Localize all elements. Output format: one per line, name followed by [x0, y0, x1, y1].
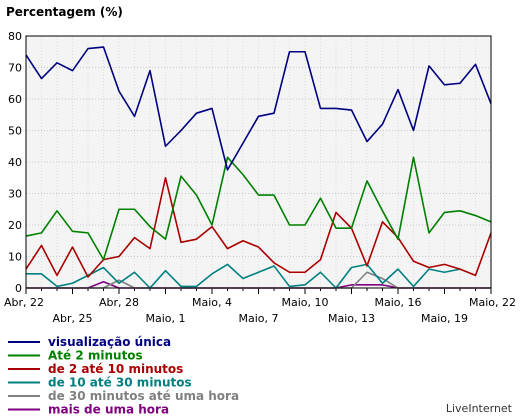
x-tick-label: Abr, 22 [4, 296, 44, 309]
x-tick-label: Abr, 28 [99, 296, 139, 309]
x-tick-label: Maio, 7 [238, 312, 278, 325]
credit-text: LiveInternet [446, 402, 513, 415]
legend-item: visualização única [8, 335, 171, 349]
x-tick-label: Maio, 4 [192, 296, 232, 309]
x-tick-label: Abr, 25 [52, 312, 92, 325]
y-tick-label: 40 [8, 156, 22, 169]
legend-label: de 10 até 30 minutos [48, 376, 192, 390]
y-tick-label: 60 [8, 93, 22, 106]
y-tick-label: 50 [8, 125, 22, 138]
series-line-visualizacao-unica [25, 46, 492, 171]
x-tick-label: Maio, 22 [469, 296, 516, 309]
legend-item: mais de uma hora [8, 403, 169, 417]
y-tick-label: 80 [8, 30, 22, 43]
series-line-ate-2-minutos [25, 156, 492, 261]
plot-border [25, 35, 492, 289]
legend-item: Até 2 minutos [8, 349, 143, 363]
y-tick-label: 30 [8, 188, 22, 201]
legend-item: de 2 até 10 minutos [8, 362, 183, 376]
y-axis-ticks: 0 10 20 30 40 50 60 70 80 [8, 30, 22, 295]
legend-label: Até 2 minutos [48, 349, 143, 363]
legend-label: de 2 até 10 minutos [48, 362, 183, 376]
x-axis-ticks: Abr, 22 Abr, 28 Maio, 4 Maio, 10 Maio, 16 Mai… [4, 288, 516, 325]
legend-label: de 30 minutos até uma hora [48, 389, 239, 403]
x-tick-label: Maio, 1 [145, 312, 185, 325]
x-tick-label: Maio, 10 [281, 296, 328, 309]
chart-title: Percentagem (%) [6, 5, 123, 19]
legend-label: mais de uma hora [48, 403, 169, 417]
y-tick-label: 10 [8, 251, 22, 264]
x-tick-label: Maio, 16 [374, 296, 421, 309]
y-tick-label: 20 [8, 219, 22, 232]
legend-item: de 10 até 30 minutos [8, 376, 192, 390]
y-tick-label: 0 [15, 282, 22, 295]
x-tick-label: Maio, 19 [421, 312, 468, 325]
legend-item: de 30 minutos até uma hora [8, 389, 239, 403]
series-line-de-10-ate-30-minutos [26, 263, 461, 289]
legend-label: visualização única [48, 335, 171, 349]
y-tick-label: 70 [8, 62, 22, 75]
x-tick-label: Maio, 13 [328, 312, 375, 325]
